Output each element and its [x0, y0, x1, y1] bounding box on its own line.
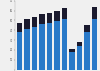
- Bar: [62, 8, 67, 19]
- Bar: [54, 21, 60, 70]
- Bar: [17, 23, 22, 32]
- Bar: [39, 24, 45, 70]
- Bar: [77, 46, 82, 70]
- Bar: [39, 13, 45, 24]
- Bar: [92, 19, 97, 70]
- Bar: [84, 25, 90, 32]
- Bar: [77, 42, 82, 46]
- Bar: [84, 32, 90, 70]
- Bar: [69, 52, 75, 70]
- Bar: [24, 29, 30, 70]
- Bar: [17, 32, 22, 70]
- Bar: [47, 12, 52, 23]
- Bar: [62, 19, 67, 70]
- Bar: [54, 11, 60, 21]
- Bar: [32, 17, 37, 27]
- Bar: [69, 49, 75, 52]
- Bar: [32, 27, 37, 70]
- Bar: [92, 7, 97, 19]
- Bar: [47, 23, 52, 70]
- Bar: [24, 19, 30, 29]
